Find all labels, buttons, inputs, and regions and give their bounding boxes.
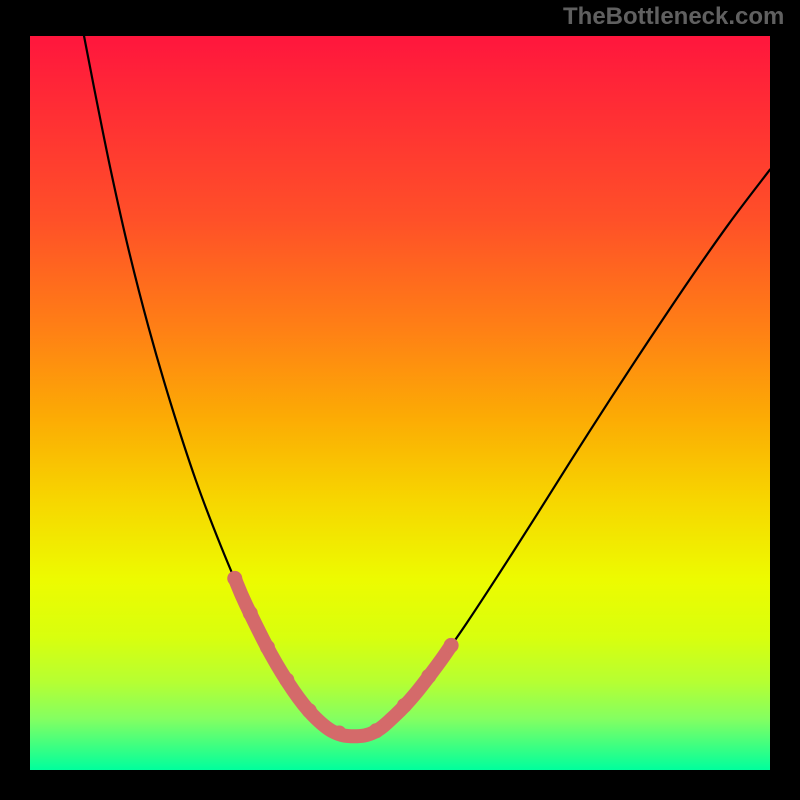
outer-frame: TheBottleneck.com [0, 0, 800, 800]
attribution-label: TheBottleneck.com [563, 3, 784, 31]
gradient-plot-area [30, 36, 770, 770]
